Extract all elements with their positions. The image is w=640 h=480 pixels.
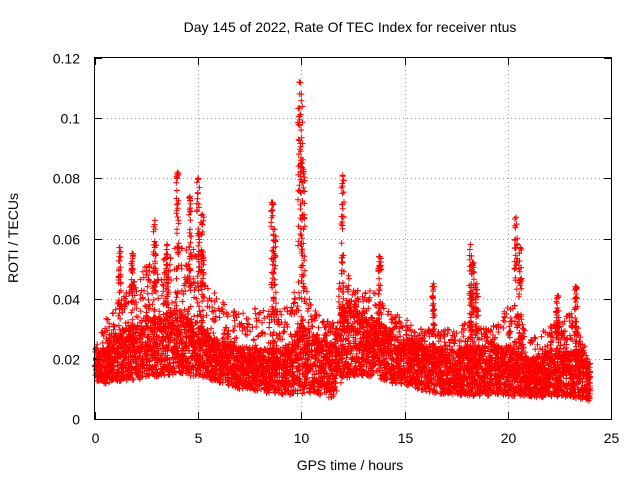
data-point-cluster: [448, 328, 460, 397]
y-tick-label: 0.04: [53, 292, 80, 308]
x-tick-label: 0: [92, 430, 100, 446]
x-tick-label: 15: [398, 430, 414, 446]
data-point-spike: [515, 244, 525, 362]
data-point-cluster: [391, 311, 403, 386]
x-tick-label: 25: [604, 430, 620, 446]
data-point-spike: [553, 292, 562, 371]
data-point-cluster: [138, 263, 150, 380]
data-point-spike: [173, 169, 182, 333]
data-point-spike: [128, 250, 137, 340]
data-point-cluster: [215, 299, 227, 386]
data-point-cluster: [365, 287, 377, 379]
data-point-spike: [115, 244, 124, 358]
data-point-cluster: [577, 334, 589, 403]
data-point-spike: [193, 175, 203, 346]
chart-title: Day 145 of 2022, Rate Of TEC Index for r…: [184, 19, 517, 35]
x-tick-label: 5: [195, 430, 203, 446]
data-point-spike: [571, 283, 581, 373]
data-point-spike: [429, 280, 438, 365]
data-point-cluster: [205, 295, 217, 384]
data-point-cluster: [386, 311, 397, 387]
data-point-cluster: [484, 327, 496, 399]
x-tick-label: 20: [501, 430, 517, 446]
data-point-spike: [270, 226, 279, 357]
data-point-spike: [338, 172, 347, 326]
data-point-cluster: [273, 308, 284, 397]
data-point-spike: [299, 166, 308, 352]
plot-frame: [94, 57, 612, 420]
y-tick-label: 0.06: [53, 232, 80, 248]
y-tick-label: 0: [72, 412, 80, 428]
data-point-spike: [375, 253, 385, 353]
y-tick-label: 0.08: [53, 171, 80, 187]
y-axis-ticks: 0 0.02 0.04 0.06 0.08 0.1 0.12: [53, 51, 611, 428]
x-axis-ticks: 0 5 10 15 20 25: [92, 58, 620, 446]
data-point-cluster: [401, 317, 413, 389]
data-point-spike: [150, 217, 160, 332]
y-axis-label: ROTI / TECUs: [5, 193, 21, 283]
data-point-spike: [472, 280, 482, 366]
data-point-cluster: [381, 308, 392, 383]
y-tick-label: 0.1: [61, 111, 81, 127]
y-tick-label: 0.12: [53, 51, 80, 67]
data-point-spike: [185, 193, 195, 340]
data-point-cluster: [370, 290, 382, 375]
y-tick-label: 0.02: [53, 352, 80, 368]
data-point-spike: [162, 241, 172, 340]
data-point-cluster: [561, 311, 573, 400]
data-points: [92, 79, 594, 404]
data-point-spike: [511, 214, 521, 363]
data-point-cluster: [582, 352, 594, 404]
data-point-cluster: [293, 279, 305, 397]
data-point-cluster: [566, 310, 578, 400]
x-tick-label: 10: [294, 430, 310, 446]
x-axis-label: GPS time / hours: [297, 457, 404, 473]
data-point-spike: [197, 211, 207, 326]
data-point-cluster: [231, 311, 243, 392]
